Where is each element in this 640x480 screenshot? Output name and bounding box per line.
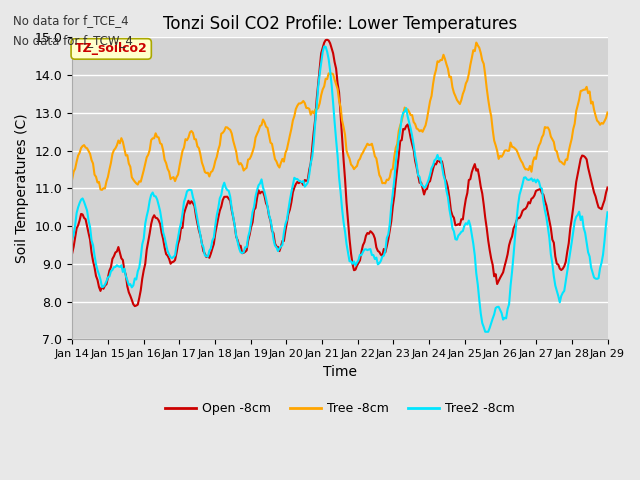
Tree -8cm <box>256 123 264 129</box>
Tree -8cm <box>472 40 480 46</box>
Text: No data for f_TCE_4: No data for f_TCE_4 <box>13 14 129 27</box>
Open -8cm <box>136 295 143 301</box>
Tree2 -8cm <box>228 205 236 211</box>
Tree2 -8cm <box>246 228 253 234</box>
Open -8cm <box>323 37 331 43</box>
Open -8cm <box>247 224 255 230</box>
Tree2 -8cm <box>481 329 489 335</box>
X-axis label: Time: Time <box>323 365 357 379</box>
Text: No data for f_TCW_4: No data for f_TCW_4 <box>13 34 132 47</box>
Tree -8cm <box>136 179 143 184</box>
Tree2 -8cm <box>321 44 328 49</box>
Tree2 -8cm <box>577 217 584 223</box>
Open -8cm <box>68 251 76 256</box>
Tree -8cm <box>304 105 312 111</box>
Tree -8cm <box>577 88 584 94</box>
Open -8cm <box>229 215 237 220</box>
Line: Open -8cm: Open -8cm <box>72 40 607 306</box>
Open -8cm <box>131 303 139 309</box>
Tree -8cm <box>229 138 237 144</box>
Legend: Open -8cm, Tree -8cm, Tree2 -8cm: Open -8cm, Tree -8cm, Tree2 -8cm <box>159 397 520 420</box>
Tree2 -8cm <box>134 268 141 274</box>
Tree2 -8cm <box>604 209 611 215</box>
Tree -8cm <box>68 177 76 182</box>
Open -8cm <box>577 156 584 162</box>
Tree2 -8cm <box>303 182 310 188</box>
Tree2 -8cm <box>255 182 262 188</box>
Text: TZ_soilco2: TZ_soilco2 <box>75 42 148 55</box>
Open -8cm <box>256 191 264 196</box>
Title: Tonzi Soil CO2 Profile: Lower Temperatures: Tonzi Soil CO2 Profile: Lower Temperatur… <box>163 15 517 33</box>
Open -8cm <box>304 177 312 183</box>
Tree -8cm <box>604 109 611 115</box>
Tree -8cm <box>98 187 106 193</box>
Tree -8cm <box>247 153 255 159</box>
Line: Tree2 -8cm: Tree2 -8cm <box>72 47 607 332</box>
Y-axis label: Soil Temperatures (C): Soil Temperatures (C) <box>15 113 29 263</box>
Tree2 -8cm <box>68 237 76 243</box>
Open -8cm <box>604 185 611 191</box>
Line: Tree -8cm: Tree -8cm <box>72 43 607 190</box>
